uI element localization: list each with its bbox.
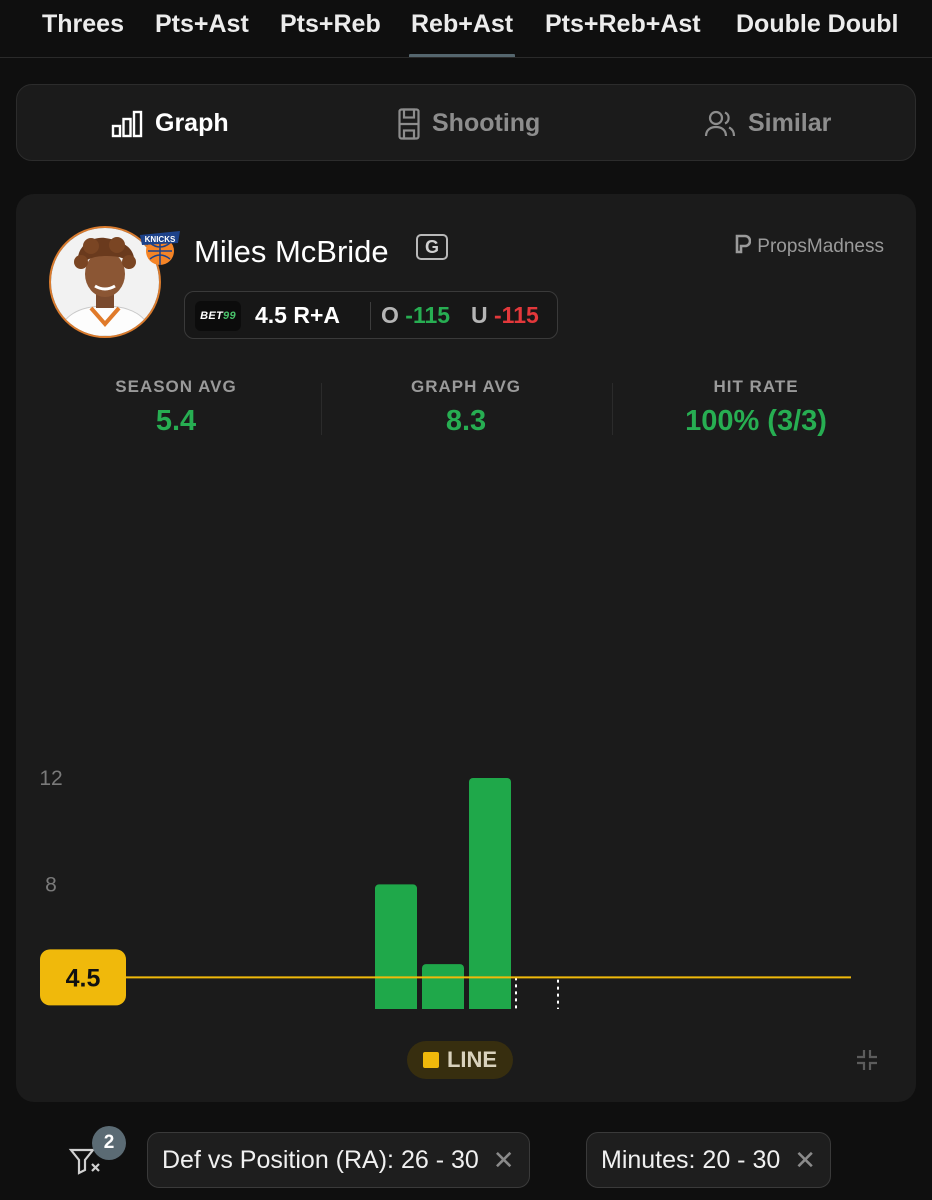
game-log-chart: 12808Nov155Dec0612KINGSJan15 •?KINGSJan2… <box>39 767 851 1009</box>
stat-label: GRAPH AVG <box>410 377 522 396</box>
line-value-badge <box>40 949 126 1006</box>
filter-chip-def-vs-position[interactable]: Def vs Position (RA): 26 - 30 ✕ <box>147 1132 530 1188</box>
prop-tabs: Threes Pts+Ast Pts+Reb Reb+Ast Pts+Reb+A… <box>0 0 932 58</box>
stat-season-avg: SEASON AVG 5.4 <box>31 377 321 438</box>
line-legend-toggle[interactable]: LINE <box>407 1041 513 1079</box>
stat-value: 8.3 <box>445 405 487 437</box>
y-tick-label: 8 <box>45 873 57 896</box>
y-tick-label: 12 <box>39 767 62 790</box>
segment-shooting-label: Shooting <box>432 109 541 137</box>
sportsbook-logo: BET 99 <box>195 301 241 331</box>
segment-similar[interactable]: Similar <box>704 85 831 162</box>
knicks-logo-icon: KNICKS <box>138 229 182 267</box>
stat-value: 100% (3/3) <box>685 405 827 437</box>
under-label: U <box>471 302 488 328</box>
over-odds-value: -115 <box>405 302 451 328</box>
court-icon <box>398 107 420 140</box>
tab-reb-ast[interactable]: Reb+Ast <box>408 10 516 57</box>
filter-chip-minutes[interactable]: Minutes: 20 - 30 ✕ <box>586 1132 832 1188</box>
filters-bar: 2 Def vs Position (RA): 26 - 30 ✕ Minute… <box>0 1118 932 1200</box>
propsmadness-logo-icon <box>735 234 752 260</box>
line-pill[interactable]: BET 99 4.5 R+A O -115 U -115 <box>184 291 558 339</box>
collapse-icon[interactable] <box>855 1048 879 1072</box>
position-badge: G <box>416 234 448 260</box>
under-odds: U -115 <box>471 302 539 329</box>
bar <box>422 964 464 1009</box>
filter-chip-label: Minutes: 20 - 30 <box>601 1145 781 1174</box>
brand-name: PropsMadness <box>757 236 884 257</box>
segment-graph[interactable]: Graph <box>111 85 229 162</box>
player-name[interactable]: Miles McBride <box>194 234 389 269</box>
tab-threes[interactable]: Threes <box>42 10 124 38</box>
bar-chart-icon <box>111 110 143 138</box>
close-icon[interactable]: ✕ <box>794 1145 817 1175</box>
prop-line: 4.5 R+A <box>255 302 341 328</box>
filter-chip-label: Def vs Position (RA): 26 - 30 <box>162 1145 479 1174</box>
segment-shooting[interactable]: Shooting <box>398 85 540 162</box>
stat-value: 5.4 <box>155 405 197 437</box>
tab-pts-reb[interactable]: Pts+Reb <box>280 10 381 38</box>
player-prop-card: KNICKS Miles McBride G PropsMadness BET 9… <box>16 194 916 1102</box>
stats-row: SEASON AVG 5.4 GRAPH AVG 8.3 HIT RATE 10… <box>16 377 916 439</box>
stat-label: SEASON AVG <box>115 377 237 396</box>
tab-double-double[interactable]: Double Doubl <box>736 10 899 38</box>
segment-graph-label: Graph <box>155 109 229 137</box>
over-label: O <box>381 302 399 328</box>
view-switcher: Graph Shooting Similar <box>16 84 916 161</box>
stat-hit-rate: HIT RATE 100% (3/3) <box>611 377 901 438</box>
segment-similar-label: Similar <box>748 109 832 137</box>
users-icon <box>704 110 736 138</box>
brand-watermark: PropsMadness <box>735 234 884 260</box>
svg-text:KNICKS: KNICKS <box>145 235 176 244</box>
line-swatch <box>422 1052 439 1068</box>
bar <box>469 778 511 1009</box>
pending-bar <box>515 977 559 1009</box>
tab-pts-reb-ast[interactable]: Pts+Reb+Ast <box>545 10 701 38</box>
close-icon[interactable]: ✕ <box>492 1145 515 1175</box>
filter-count-badge: 2 <box>92 1126 126 1160</box>
under-odds-value: -115 <box>494 302 539 328</box>
book-suffix: 99 <box>223 310 236 322</box>
book-prefix: BET <box>200 310 224 322</box>
tab-pts-ast[interactable]: Pts+Ast <box>155 10 249 38</box>
stat-label: HIT RATE <box>713 377 799 396</box>
stat-divider <box>612 383 613 435</box>
line-value-label: 4.5 <box>66 964 101 992</box>
legend-label: LINE <box>446 1047 498 1072</box>
pill-divider <box>370 302 371 330</box>
over-odds: O -115 <box>381 302 450 329</box>
stat-graph-avg: GRAPH AVG 8.3 <box>321 377 611 438</box>
stat-divider <box>321 383 322 435</box>
bar <box>375 884 417 1009</box>
